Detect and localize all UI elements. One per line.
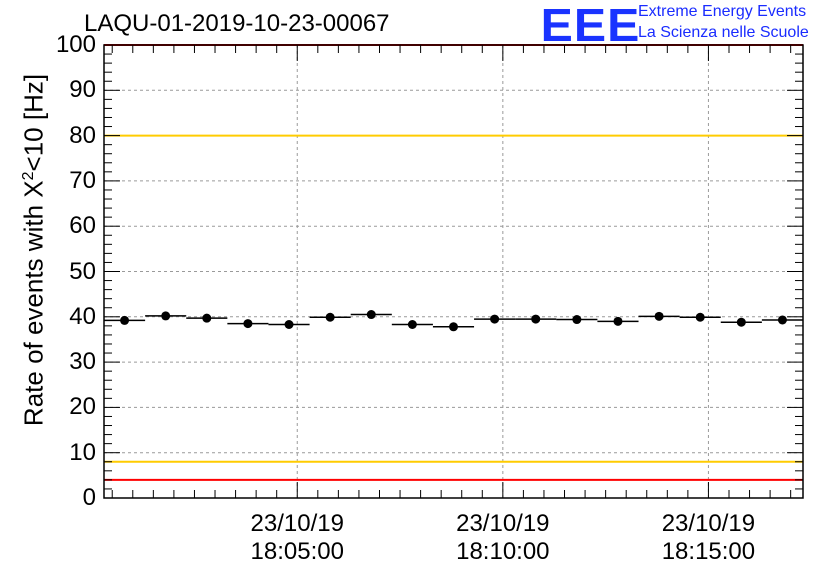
data-point [407, 320, 417, 330]
y-tick-label: 10 [69, 438, 96, 466]
chart-title: LAQU-01-2019-10-23-00067 [84, 10, 390, 37]
logo-line-1: Extreme Energy Events [638, 3, 807, 20]
x-tick-label: 23/10/19 18:15:00 [638, 510, 778, 566]
x-tick-date: 23/10/19 [250, 510, 344, 537]
data-point [202, 313, 212, 323]
y-tick-label: 50 [69, 257, 96, 285]
data-point [325, 312, 335, 322]
x-tick-date: 23/10/19 [456, 510, 550, 537]
x-tick-label: 23/10/19 18:05:00 [227, 510, 367, 566]
data-point [243, 319, 253, 329]
y-tick-label: 100 [55, 31, 96, 58]
x-tick-label: 23/10/19 18:10:00 [433, 510, 573, 566]
data-point [613, 316, 623, 326]
y-tick-label: 80 [69, 121, 96, 149]
y-tick-label: 20 [69, 393, 96, 421]
x-tick-date: 23/10/19 [661, 510, 756, 537]
data-point [284, 320, 294, 330]
data-point [449, 322, 458, 332]
data-point [777, 315, 787, 325]
y-tick-label: 90 [69, 76, 96, 104]
logo-line-2: La Scienza nelle Scuole [638, 24, 809, 41]
eee-logo: EEE [540, 0, 641, 51]
data-point [120, 315, 130, 325]
y-tick-label: 40 [69, 302, 96, 330]
y-tick-label: 70 [69, 166, 96, 194]
data-point [161, 311, 171, 321]
x-tick-time: 18:05:00 [250, 538, 344, 565]
x-tick-time: 18:15:00 [661, 538, 756, 565]
x-tick-time: 18:10:00 [456, 538, 550, 565]
data-point [490, 314, 500, 324]
y-tick-label: 30 [69, 348, 96, 376]
data-point [736, 317, 746, 327]
data-point [572, 315, 582, 325]
y-tick-label: 60 [69, 212, 96, 240]
y-tick-label: 0 [82, 484, 96, 511]
data-point [695, 312, 705, 322]
data-point [531, 314, 541, 324]
data-point [654, 311, 664, 321]
data-point [366, 310, 376, 320]
